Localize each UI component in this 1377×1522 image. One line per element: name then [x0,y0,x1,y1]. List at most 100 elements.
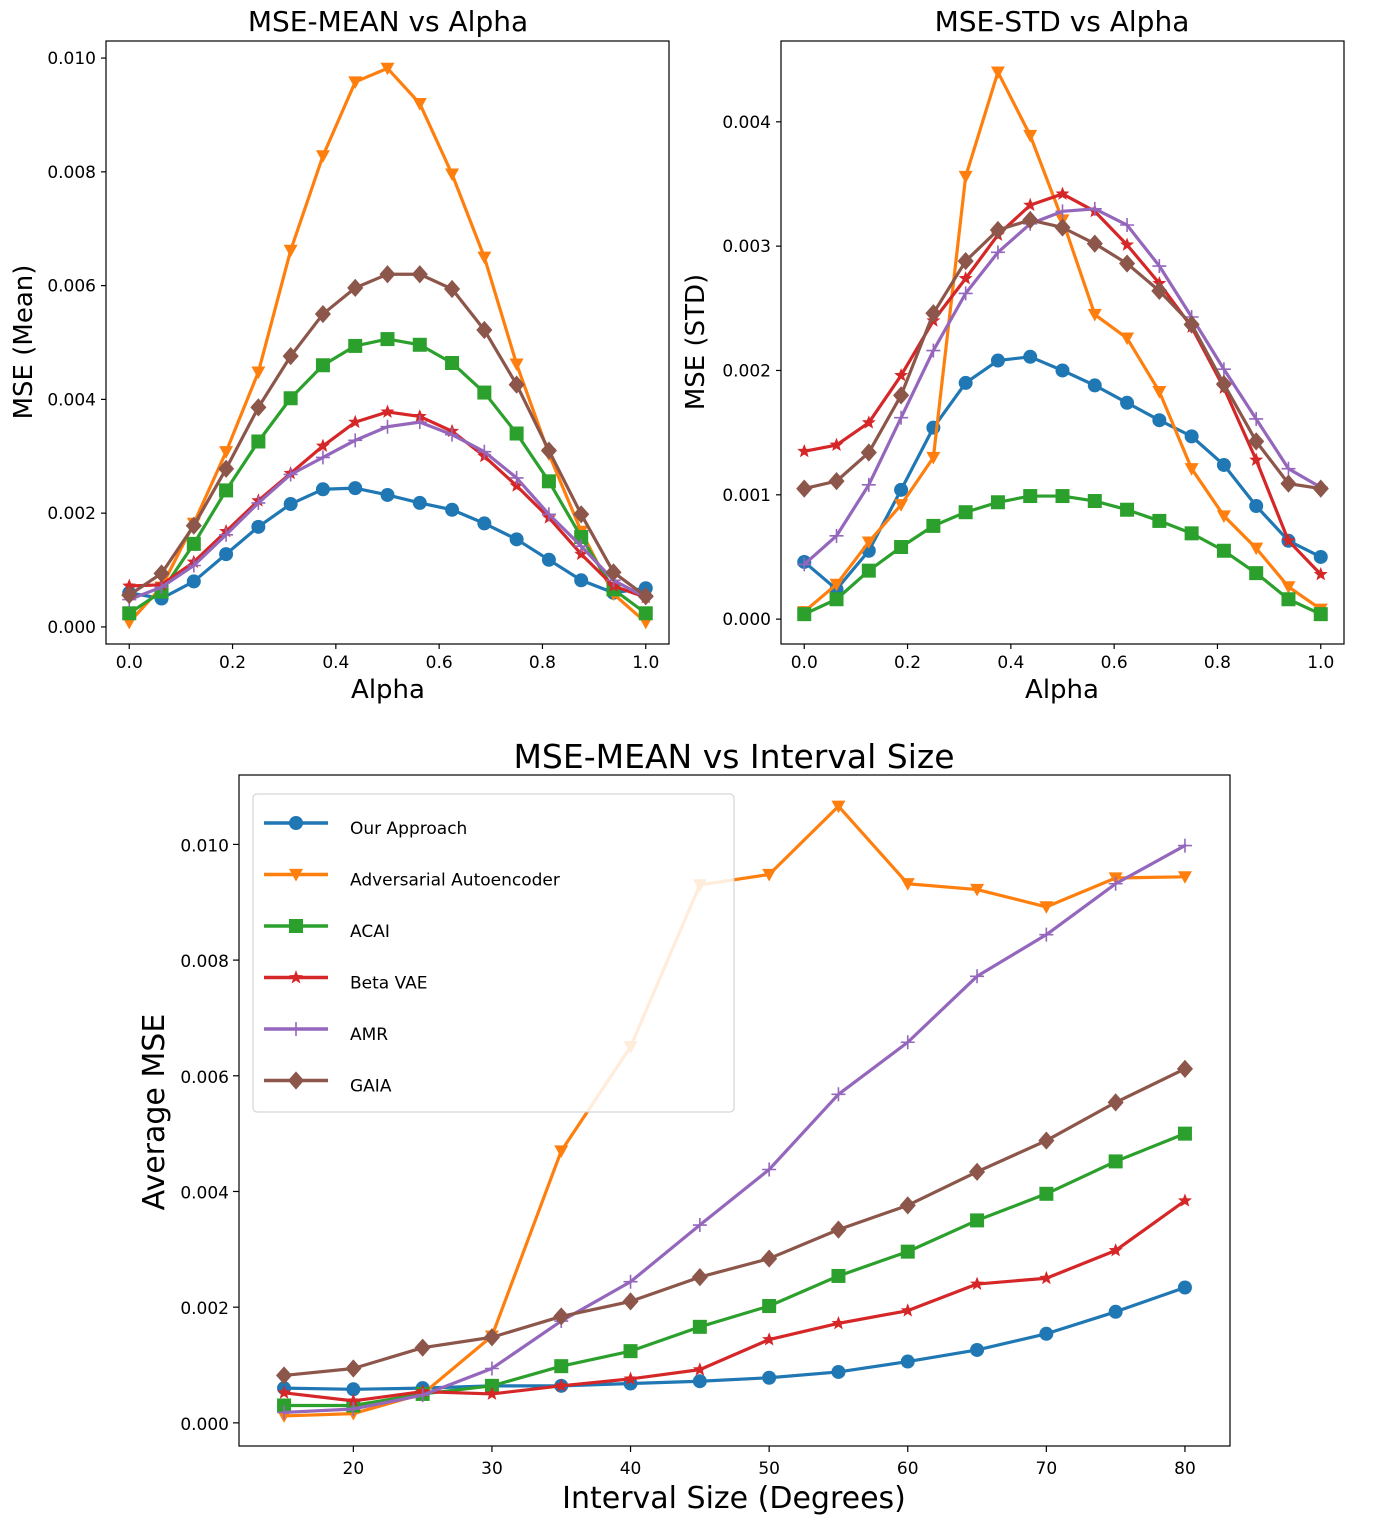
data-point [969,1162,986,1181]
data-point [1281,581,1296,594]
x-axis-label: Alpha [1025,675,1099,705]
data-point [315,450,330,465]
x-tick-label: 0.2 [219,653,246,673]
data-point [411,265,428,284]
y-tick-label: 0.010 [47,49,96,69]
data-point [1120,502,1135,517]
data-point [1313,549,1328,564]
x-tick-label: 60 [897,1459,919,1479]
data-point [829,578,844,592]
data-point [186,536,201,551]
series-line [282,1285,1187,1391]
y-tick-label: 0.000 [47,618,96,638]
series-our-approach [277,1280,1192,1397]
data-point [861,415,876,429]
series-acai [797,489,1328,622]
legend-box [252,793,735,1113]
data-point [1054,218,1071,237]
data-point [797,443,812,458]
series-amr [277,838,1192,1420]
data-point [445,168,460,182]
data-point [1152,259,1167,274]
data-point [219,446,234,459]
x-tick-label: 40 [620,1459,642,1479]
data-point [283,467,298,482]
data-point [900,1303,915,1317]
x-tick-label: 0.4 [322,653,349,673]
data-point [900,1244,915,1259]
data-point [380,62,395,76]
data-point [605,563,622,582]
data-point [315,482,330,497]
data-point [1120,218,1135,233]
axes-frame [238,774,1231,1447]
legend-label: GAIA [350,1077,392,1097]
x-tick-label: 0.8 [1204,653,1231,673]
chart-title: MSE-MEAN vs Alpha [248,5,528,38]
data-point [1281,533,1296,547]
data-point [251,495,266,510]
series-line [802,355,1323,591]
data-point [283,391,298,406]
data-point [1177,1126,1192,1141]
data-point [1038,1131,1055,1150]
data-point [1313,567,1328,581]
data-point [761,1249,778,1268]
data-point [829,528,844,543]
data-point [412,495,427,510]
data-point [218,459,235,478]
data-point [121,585,138,605]
data-point [637,587,654,606]
data-point [1087,378,1102,393]
data-point [692,1362,707,1376]
y-tick-label: 0.004 [47,390,96,410]
data-point [958,271,973,285]
data-point [797,607,812,622]
data-point [1039,901,1054,914]
data-point [990,245,1005,260]
data-point [477,444,492,459]
data-point [348,481,363,496]
data-point [828,472,845,491]
series-gaia [275,1059,1194,1385]
data-point [414,1338,431,1357]
data-point [122,606,137,621]
data-point [1055,186,1070,200]
data-point [1176,1059,1194,1078]
axis-ticks: 0.0 0.2 0.4 0.6 0.8 1.0 0.000 0.002 0.004 0.006 0.… [47,49,659,673]
data-point [509,426,524,441]
data-point [477,385,492,400]
axis-ticks: 20 30 40 50 60 70 80 0.000 0.002 0.004 0.006 0.008 0… [180,836,1195,1479]
data-point [970,1276,985,1290]
data-point [894,482,909,497]
data-point [380,404,395,418]
data-point [219,483,234,498]
data-point [796,479,813,498]
plot-area [275,800,1194,1423]
x-tick-label: 0.6 [426,653,453,673]
data-point [251,366,266,380]
data-point [412,97,427,111]
data-point [412,337,427,352]
data-point [692,1218,707,1233]
legend-item-amr: AMR [264,1022,388,1045]
legend-marker [287,1071,305,1090]
data-point [1216,457,1231,472]
data-point [346,1382,361,1397]
axes-frame [105,40,670,645]
data-point [1216,543,1231,558]
data-point [1108,876,1123,891]
data-point [445,427,460,442]
y-tick-label: 0.002 [722,361,771,381]
legend-marker [289,1022,303,1036]
data-point [185,516,202,535]
data-point [831,1268,846,1283]
data-point [153,564,170,583]
data-point [1281,461,1296,476]
data-point [970,883,985,897]
series-beta-vae [277,1193,1192,1407]
data-point [623,1274,638,1289]
data-point [1087,308,1102,322]
data-point [1249,411,1264,426]
data-point [1184,429,1199,444]
